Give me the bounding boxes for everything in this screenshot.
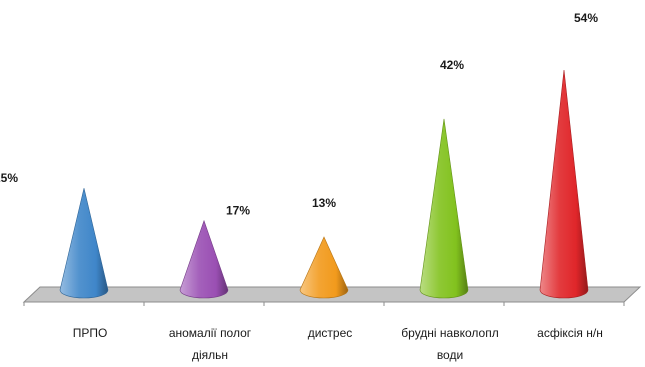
- cone-series: [59, 69, 589, 299]
- category-label-3: дистрес: [308, 326, 353, 340]
- category-label-1: ПРПО: [73, 326, 108, 340]
- value-labels: 25% 17% 13% 42% 54%: [0, 11, 598, 218]
- category-label-5: асфіксія н/н: [537, 326, 603, 340]
- value-label-5: 54%: [574, 11, 598, 25]
- value-label-1: 25%: [0, 171, 18, 185]
- category-labels: ПРПО аномалії полог діяльн дистрес брудні на…: [73, 326, 603, 362]
- category-label-2: аномалії полог діяльн: [169, 326, 252, 362]
- x-axis-ticks: [23, 302, 625, 306]
- cone-2: [179, 219, 229, 299]
- value-label-4: 42%: [440, 58, 464, 72]
- cone-1: [59, 188, 109, 299]
- category-label-4: брудні навколопл води: [401, 326, 498, 362]
- value-label-2: 17%: [226, 204, 250, 218]
- cone-3: [299, 236, 349, 299]
- cone-4: [419, 118, 469, 299]
- cone-5: [539, 69, 589, 299]
- value-label-3: 13%: [312, 196, 336, 210]
